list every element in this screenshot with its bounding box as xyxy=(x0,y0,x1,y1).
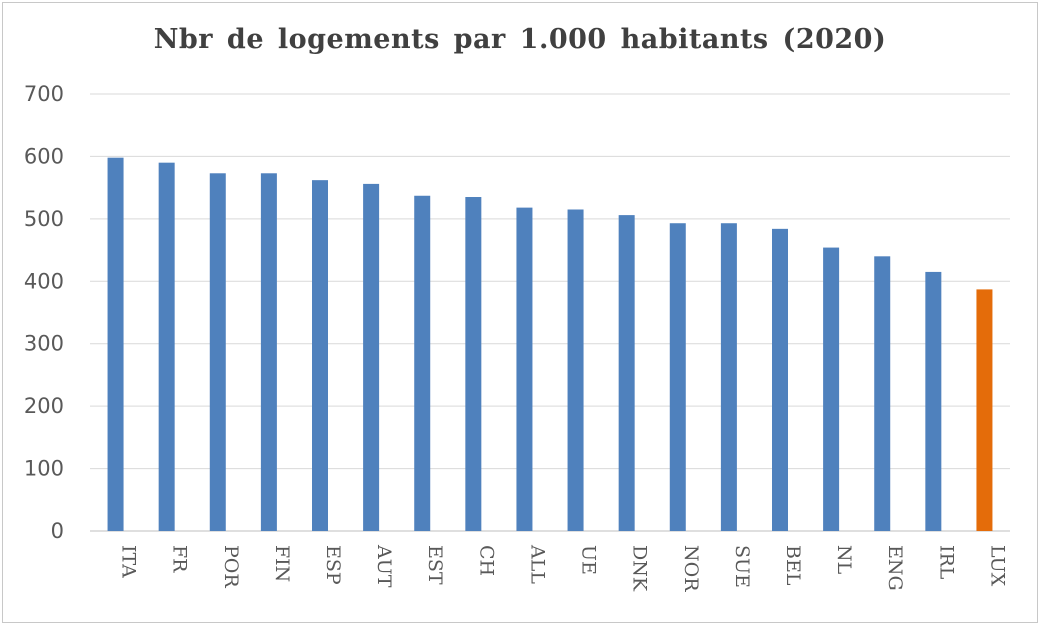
bar-irl xyxy=(925,271,942,531)
x-tick-label: ITA xyxy=(118,545,140,578)
bar-dnk xyxy=(618,215,635,531)
bar-fr xyxy=(158,162,175,531)
y-tick-label: 600 xyxy=(24,144,64,168)
bar-est xyxy=(414,195,431,531)
bar-eng xyxy=(874,256,891,531)
bar-aut xyxy=(363,183,380,531)
bar-sue xyxy=(720,223,737,531)
x-tick-label: CH xyxy=(475,545,497,576)
y-tick-label: 400 xyxy=(24,269,64,293)
x-tick-label: DNK xyxy=(629,545,651,592)
y-tick-label: 100 xyxy=(24,457,64,481)
x-tick-label: NL xyxy=(833,545,855,575)
x-tick-label: AUT xyxy=(373,544,395,588)
x-tick-label: ESP xyxy=(322,545,344,585)
y-tick-label: 0 xyxy=(51,519,64,543)
y-tick-label: 500 xyxy=(24,207,64,231)
bar-bel xyxy=(772,228,788,532)
x-tick-label: IRL xyxy=(935,545,957,580)
x-tick-label: ENG xyxy=(884,545,906,591)
x-tick-label: BEL xyxy=(782,545,804,586)
x-tick-label: EST xyxy=(424,545,446,585)
bar-all xyxy=(516,207,533,531)
y-tick-label: 700 xyxy=(24,82,64,106)
x-tick-label: POR xyxy=(220,545,242,588)
grid-lines xyxy=(90,93,1010,532)
bar-ue xyxy=(567,209,584,531)
bar-por xyxy=(209,173,226,531)
x-axis-labels: ITA FR POR FIN ESP AUT EST CH ALL UE DNK NOR SUE BEL N… xyxy=(118,544,1009,592)
x-tick-label: NOR xyxy=(680,545,702,592)
bar-fin xyxy=(260,173,277,531)
bar-ch xyxy=(465,197,482,531)
y-axis-ticks: 0 100 200 300 400 500 600 700 xyxy=(24,82,64,543)
x-tick-label: ALL xyxy=(526,544,548,584)
x-tick-label: FIN xyxy=(271,545,293,582)
x-tick-label: SUE xyxy=(731,545,753,588)
x-tick-label: UE xyxy=(578,545,600,575)
bar-nl xyxy=(823,247,840,531)
bar-esp xyxy=(312,180,328,531)
chart-title: Nbr de logements par 1.000 habitants (20… xyxy=(153,24,887,55)
x-tick-label: LUX xyxy=(986,545,1008,587)
y-tick-label: 300 xyxy=(24,332,64,356)
bar-ita xyxy=(107,157,124,532)
bar-nor xyxy=(669,223,686,531)
bar-lux xyxy=(976,289,993,531)
bars xyxy=(107,157,993,532)
y-tick-label: 200 xyxy=(24,394,64,418)
x-tick-label: FR xyxy=(169,545,191,573)
